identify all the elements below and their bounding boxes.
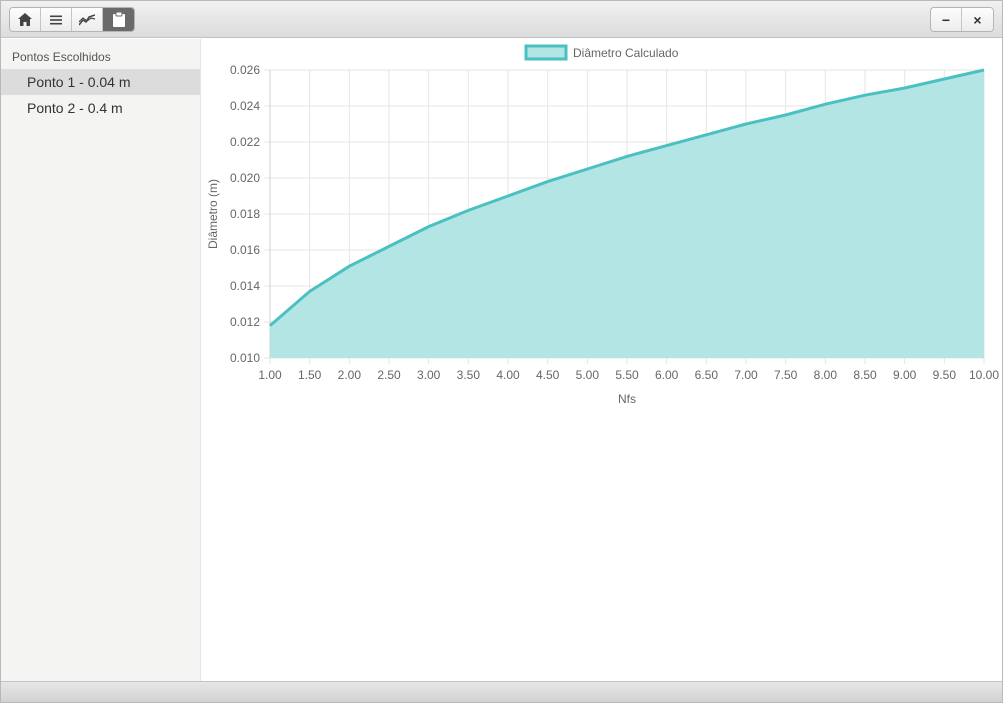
sidebar-item-ponto-1[interactable]: Ponto 1 - 0.04 m bbox=[1, 69, 200, 95]
x-tick-label: 8.00 bbox=[814, 368, 838, 382]
chart-button[interactable] bbox=[72, 8, 103, 31]
x-tick-label: 3.50 bbox=[457, 368, 481, 382]
y-tick-label: 0.016 bbox=[230, 243, 260, 257]
x-tick-label: 6.50 bbox=[695, 368, 719, 382]
series-line bbox=[269, 68, 985, 327]
sidebar: Pontos Escolhidos Ponto 1 - 0.04 m Ponto… bbox=[1, 39, 201, 681]
x-tick-label: 10.00 bbox=[969, 368, 999, 382]
y-tick-label: 0.020 bbox=[230, 171, 260, 185]
y-tick-label: 0.018 bbox=[230, 207, 260, 221]
x-tick-label: 4.50 bbox=[536, 368, 560, 382]
legend-label: Diâmetro Calculado bbox=[573, 46, 679, 60]
y-tick-label: 0.012 bbox=[230, 315, 260, 329]
x-tick-label: 2.00 bbox=[338, 368, 362, 382]
titlebar: − × bbox=[1, 1, 1002, 38]
x-tick-label: 3.00 bbox=[417, 368, 441, 382]
diameter-chart: 0.010 0.012 0.014 0.016 0.018 0.020 0.022 0.024… bbox=[206, 44, 999, 406]
menu-icon bbox=[50, 15, 62, 24]
toolbar bbox=[9, 7, 135, 32]
menu-button[interactable] bbox=[41, 8, 72, 31]
y-tick-label: 0.010 bbox=[230, 351, 260, 365]
home-icon bbox=[18, 13, 32, 26]
home-button[interactable] bbox=[10, 8, 41, 31]
x-tick-label: 8.50 bbox=[853, 368, 877, 382]
y-tick-label: 0.026 bbox=[230, 63, 260, 77]
x-tick-label: 9.50 bbox=[933, 368, 957, 382]
y-tick-label: 0.022 bbox=[230, 135, 260, 149]
legend-swatch bbox=[524, 44, 568, 61]
sidebar-title: Pontos Escolhidos bbox=[12, 50, 111, 64]
legend[interactable]: Diâmetro Calculado bbox=[524, 44, 679, 61]
minimize-button[interactable]: − bbox=[931, 8, 962, 31]
y-tick-label: 0.024 bbox=[230, 99, 260, 113]
x-tick-label: 1.50 bbox=[298, 368, 322, 382]
x-tick-label: 5.00 bbox=[576, 368, 600, 382]
x-tick-label: 1.00 bbox=[258, 368, 282, 382]
x-tick-label: 7.00 bbox=[734, 368, 758, 382]
close-button[interactable]: × bbox=[962, 8, 993, 31]
x-tick-label: 5.50 bbox=[615, 368, 639, 382]
status-bar bbox=[1, 681, 1002, 702]
x-axis-label: Nfs bbox=[618, 392, 636, 406]
x-tick-label: 6.00 bbox=[655, 368, 679, 382]
sidebar-item-ponto-2[interactable]: Ponto 2 - 0.4 m bbox=[27, 100, 123, 116]
x-tick-label: 2.50 bbox=[377, 368, 401, 382]
x-tick-label: 7.50 bbox=[774, 368, 798, 382]
y-tick-label: 0.014 bbox=[230, 279, 260, 293]
x-tick-label: 4.00 bbox=[496, 368, 520, 382]
area-fill bbox=[270, 70, 984, 358]
chart-line-icon bbox=[79, 13, 95, 25]
y-axis-label: Diâmetro (m) bbox=[206, 179, 220, 249]
chart-area: 0.010 0.012 0.014 0.016 0.018 0.020 0.022 0.024… bbox=[202, 39, 1002, 681]
x-tick-label: 9.00 bbox=[893, 368, 917, 382]
clipboard-icon bbox=[112, 12, 125, 27]
clipboard-button[interactable] bbox=[103, 8, 134, 31]
window-controls: − × bbox=[930, 7, 994, 32]
